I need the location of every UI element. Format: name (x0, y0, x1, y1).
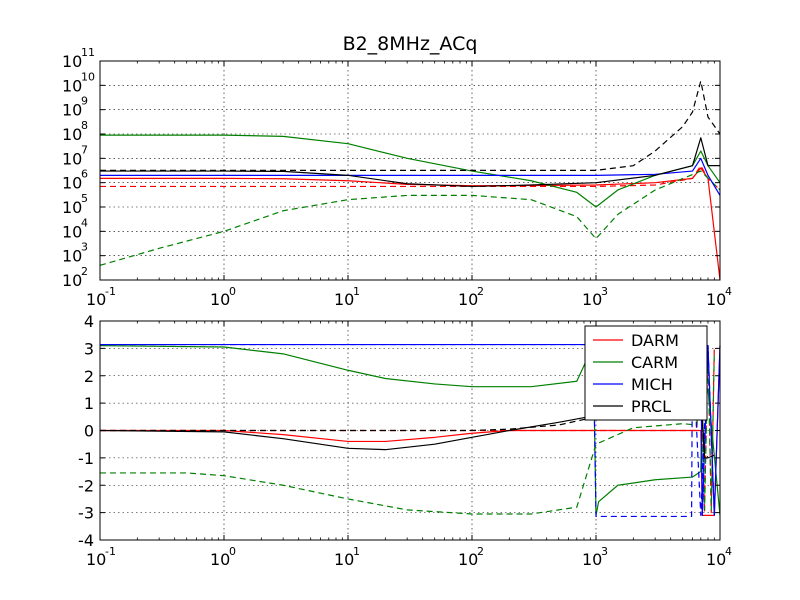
bottom-ytick-label: 0 (84, 422, 94, 441)
bottom-xtick-exponent: 4 (725, 545, 732, 558)
top-series-group (99, 80, 721, 281)
top-ytick-label: 10 (62, 101, 82, 120)
top-series-prcl-dashed (100, 80, 721, 171)
bottom-xtick-exponent: 2 (477, 545, 484, 558)
top-ticks: 10-1 100 101 102 103 104102103104105106107108… (62, 46, 732, 309)
bottom-xtick-label: 10 (334, 550, 354, 569)
top-ytick-exponent: 5 (81, 192, 88, 205)
top-xtick-exponent: 0 (229, 285, 236, 298)
top-ytick-label: 10 (62, 247, 82, 266)
legend-box (584, 325, 708, 421)
top-ytick-exponent: 11 (81, 46, 95, 59)
bottom-ytick-label: 2 (84, 367, 94, 386)
top-ytick-label: 10 (62, 76, 82, 95)
top-series-darm-dashed (100, 165, 721, 191)
top-ytick-exponent: 4 (81, 216, 88, 229)
top-ytick-label: 10 (62, 52, 82, 71)
top-ytick-label: 10 (62, 198, 82, 217)
top-xtick-exponent: 4 (725, 285, 732, 298)
bottom-ytick-label: -3 (78, 504, 94, 523)
top-series-prcl-solid (100, 137, 720, 188)
top-xtick-exponent: 2 (477, 285, 484, 298)
bottom-xtick-label: 10 (582, 550, 602, 569)
bottom-xtick-label: 10 (210, 550, 230, 569)
chart-title: B2_8MHz_ACq (343, 33, 478, 55)
top-xtick-label: 10 (706, 290, 726, 309)
top-xtick-label: 10 (582, 290, 602, 309)
top-series-carm-solid (100, 134, 721, 208)
top-ytick-exponent: 3 (81, 241, 88, 254)
bottom-ytick-label: -1 (78, 449, 94, 468)
bottom-ytick-label: 1 (84, 394, 94, 413)
top-xtick-label: 10 (210, 290, 230, 309)
top-xtick-label: 10 (334, 290, 354, 309)
top-ytick-exponent: 2 (81, 265, 88, 278)
bottom-ytick-label: 3 (84, 339, 94, 358)
bottom-xtick-label: 10 (706, 550, 726, 569)
legend-label-darm: DARM (631, 331, 679, 350)
top-xtick-exponent: 3 (601, 285, 608, 298)
bottom-series-carm-dashed (100, 350, 715, 515)
bottom-plot-frame (99, 320, 721, 541)
bottom-ytick-label: -2 (78, 476, 94, 495)
bottom-ytick-label: 4 (84, 312, 94, 331)
top-ytick-exponent: 6 (81, 168, 88, 181)
legend-label-prcl: PRCL (631, 397, 671, 416)
legend-label-carm: CARM (631, 353, 678, 372)
top-ytick-label: 10 (62, 271, 82, 290)
legend-label-mich: MICH (631, 375, 673, 394)
bottom-ytick-label: -4 (78, 531, 94, 550)
bottom-xtick-label: 10 (86, 550, 106, 569)
top-xtick-exponent: -1 (105, 285, 116, 298)
top-ytick-label: 10 (62, 222, 82, 241)
bottom-xtick-exponent: 3 (601, 545, 608, 558)
top-ytick-label: 10 (62, 149, 82, 168)
top-plot-frame (99, 60, 721, 281)
top-ytick-exponent: 8 (81, 119, 88, 132)
legend: DARM CARM MICH PRCL (584, 325, 708, 421)
top-ytick-label: 10 (62, 174, 82, 193)
bottom-xtick-exponent: -1 (105, 545, 116, 558)
bottom-xtick-exponent: 1 (353, 545, 360, 558)
bottom-xtick-label: 10 (458, 550, 478, 569)
top-xtick-label: 10 (458, 290, 478, 309)
bottom-xtick-exponent: 0 (229, 545, 236, 558)
top-xtick-exponent: 1 (353, 285, 360, 298)
top-ytick-exponent: 9 (81, 95, 88, 108)
top-ytick-exponent: 7 (81, 143, 88, 156)
top-xtick-label: 10 (86, 290, 106, 309)
top-series-mich-solid (100, 157, 721, 196)
top-series-carm-dashed (99, 170, 721, 266)
top-ytick-exponent: 10 (81, 70, 95, 83)
bottom-series-mich-dashed (100, 343, 715, 518)
top-ytick-label: 10 (62, 125, 82, 144)
